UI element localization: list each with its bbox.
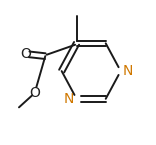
Text: O: O	[29, 86, 40, 100]
Text: N: N	[64, 92, 74, 106]
Text: O: O	[21, 47, 32, 61]
Text: N: N	[123, 64, 133, 78]
